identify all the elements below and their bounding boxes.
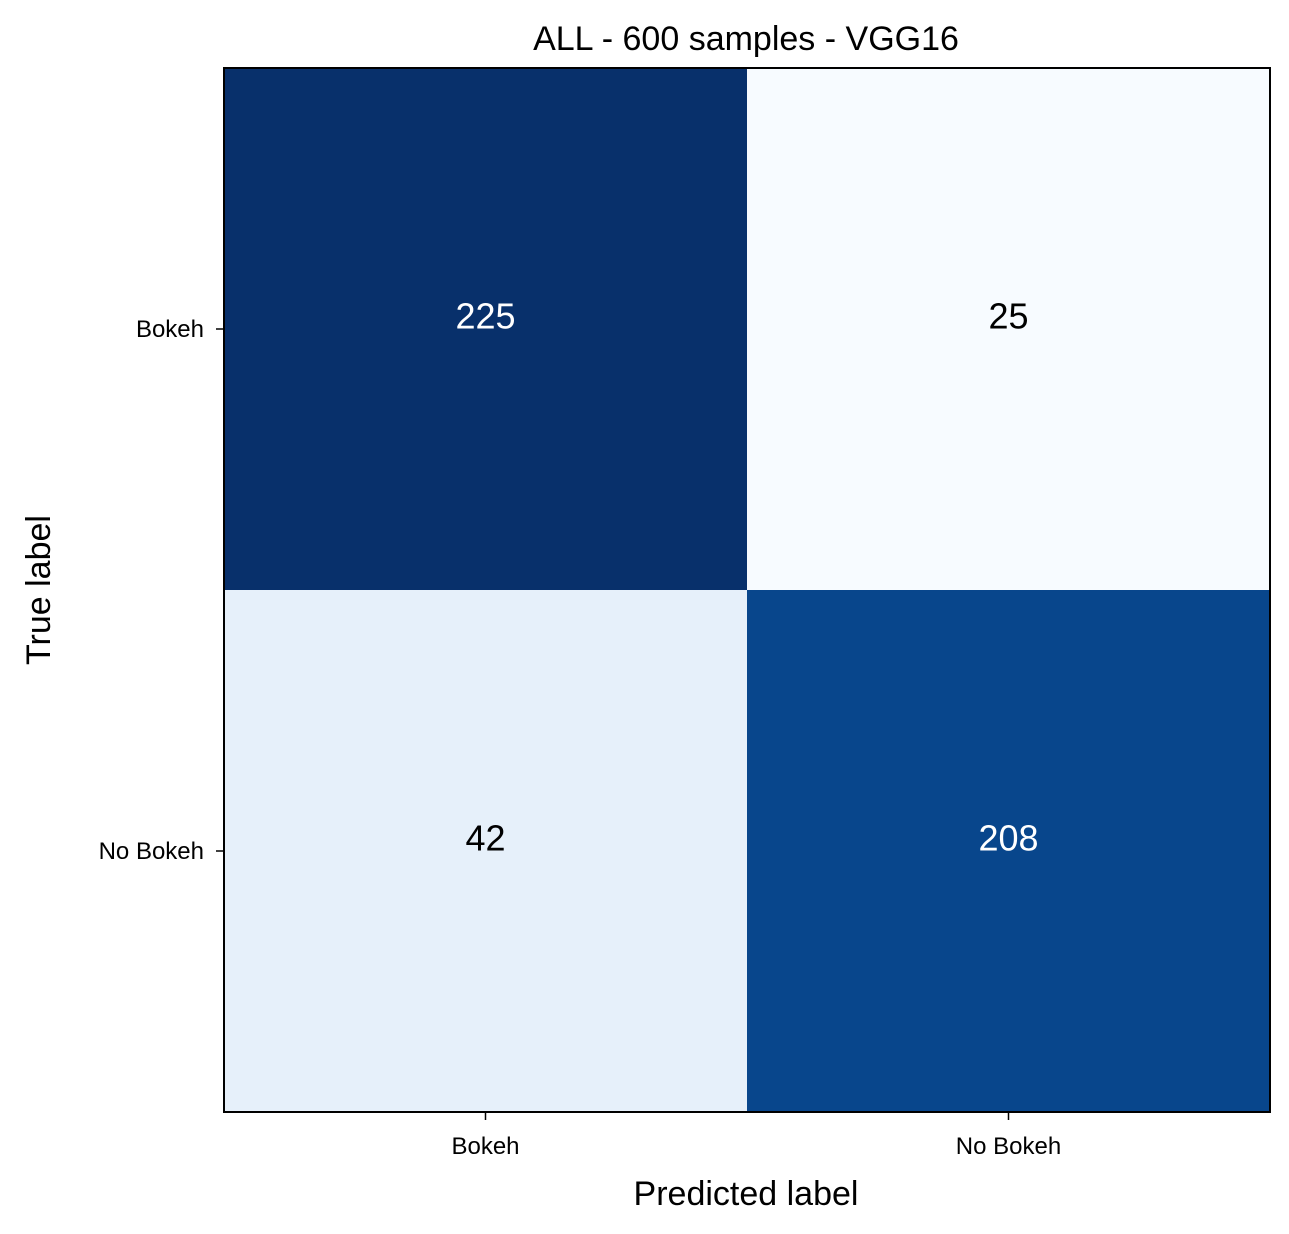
cell-value-label-0-0: 225 bbox=[455, 296, 515, 337]
cell-value-label-1-1: 208 bbox=[978, 818, 1038, 859]
x-tick-label: No Bokeh bbox=[956, 1133, 1061, 1160]
chart-title: ALL - 600 samples - VGG16 bbox=[533, 20, 959, 58]
x-axis-label: Predicted label bbox=[634, 1175, 859, 1213]
heatmap-cell-0-1 bbox=[747, 68, 1271, 591]
cell-value-label-0-1: 25 bbox=[988, 296, 1028, 337]
heatmap-cell-0-0 bbox=[224, 68, 748, 591]
y-axis-label: True label bbox=[20, 515, 58, 665]
heatmap-cell-1-0 bbox=[224, 590, 748, 1113]
heatmap-cell-1-1 bbox=[747, 590, 1271, 1113]
axis-ticks: Bokeh No Bokeh Bokeh No Bokeh bbox=[99, 316, 1062, 1160]
y-tick-label: No Bokeh bbox=[99, 838, 204, 865]
y-tick-label: Bokeh bbox=[136, 316, 204, 343]
heatmap-cells: 225 25 42 208 bbox=[224, 68, 1271, 1113]
x-tick-label: Bokeh bbox=[451, 1133, 519, 1160]
cell-value-label-1-0: 42 bbox=[465, 818, 505, 859]
plot-frame bbox=[223, 67, 1271, 1113]
